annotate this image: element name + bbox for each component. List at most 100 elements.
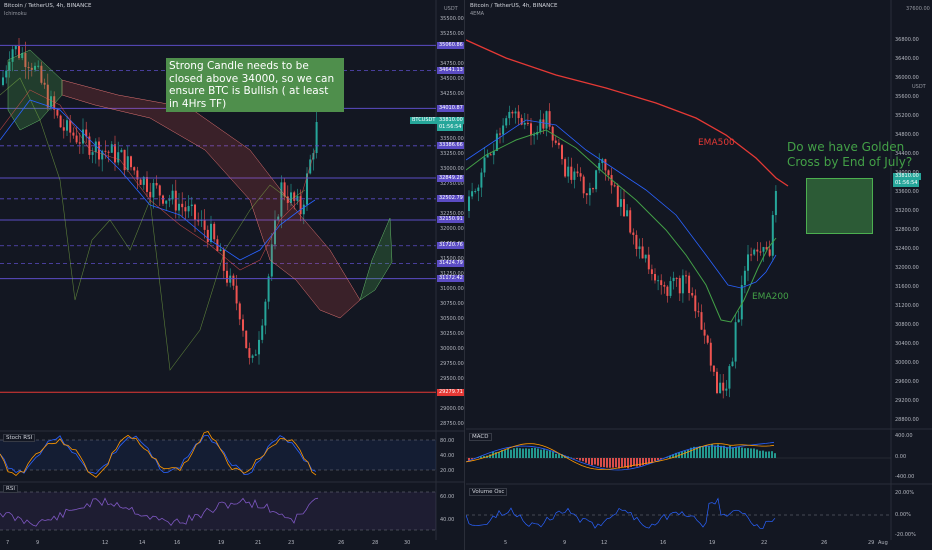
candle-body <box>486 154 489 158</box>
candle-body <box>162 195 164 204</box>
candle-body <box>635 234 638 249</box>
candle-body <box>261 325 264 340</box>
macd-hist-bar <box>492 451 494 458</box>
candle-body <box>768 249 771 256</box>
macd-hist-bar <box>666 457 668 458</box>
left-price-tag: 34010.87 <box>437 104 464 112</box>
macd-hist-bar <box>660 458 662 459</box>
candle-body <box>743 270 746 286</box>
left-price-tag: 35060.86 <box>437 41 464 49</box>
macd-hist-bar <box>621 458 623 468</box>
macd-hist-bar <box>516 447 518 458</box>
right-currency-label: USDT <box>912 84 926 90</box>
macd-hist-bar <box>498 452 500 458</box>
candle-body <box>85 129 88 137</box>
macd-hist-bar <box>540 449 542 458</box>
candle-body <box>165 200 168 204</box>
candle-body <box>299 196 302 215</box>
macd-hist-bar <box>684 450 686 458</box>
candle-body <box>471 191 474 197</box>
volume-osc-line <box>466 497 776 529</box>
left-price-tag: 31424.79 <box>437 260 464 267</box>
candle-body <box>258 339 260 355</box>
candle-body <box>158 185 161 196</box>
candle-body <box>526 122 529 124</box>
candle-body <box>511 111 514 114</box>
right-axis-tick: 33200.00 <box>895 208 919 214</box>
candle-body <box>302 204 305 215</box>
candle-body <box>672 277 675 282</box>
macd-hist-bar <box>552 451 554 458</box>
candle-body <box>46 84 49 108</box>
candle-body <box>774 190 777 216</box>
right-axis-tick: 31600.00 <box>895 284 919 290</box>
macd-hist-bar <box>519 448 521 458</box>
candle-body <box>8 61 11 71</box>
left-price-tag: 34641.13 <box>437 67 464 75</box>
macd-hist-bar <box>561 454 563 458</box>
candle-body <box>557 142 560 146</box>
left-chart-canvas[interactable] <box>0 0 464 550</box>
macd-hist-bar <box>651 458 653 464</box>
candle-body <box>629 210 632 233</box>
candle-body <box>98 141 100 160</box>
candle-body <box>719 382 722 394</box>
right-chart-pane[interactable]: Bitcoin / TetherUS, 4h, BINANCE 4EMA 376… <box>466 0 932 550</box>
left-axis-tick: 29000.00 <box>440 406 464 412</box>
candle-body <box>660 280 663 286</box>
left-price-tag: 32502.79 <box>437 195 464 203</box>
candle-body <box>142 176 145 185</box>
macd-hist-bar <box>582 458 584 462</box>
macd-hist-bar <box>606 458 608 468</box>
macd-hist-bar <box>771 451 773 458</box>
right-axis-tick: 30800.00 <box>895 322 919 328</box>
macd-hist-bar <box>588 458 590 465</box>
macd-hist-bar <box>468 458 470 461</box>
macd-hist-bar <box>654 458 656 462</box>
candle-body <box>756 249 759 252</box>
macd-hist-bar <box>573 458 575 459</box>
rsi-label[interactable]: RSI <box>3 485 18 493</box>
stoch-rsi-label[interactable]: Stoch RSI <box>3 434 36 442</box>
left-time-tick: 12 <box>102 540 109 546</box>
left-price-tag: 31172.42 <box>437 275 464 283</box>
candle-body <box>238 303 241 320</box>
macd-hist-bar <box>591 458 593 466</box>
candle-body <box>136 170 139 180</box>
left-axis-tick: 30250.00 <box>440 331 464 337</box>
left-axis-tick: 30000.00 <box>440 346 464 352</box>
tenkan-line <box>0 89 316 271</box>
macd-hist-bar <box>600 458 602 467</box>
left-axis-tick: 33000.00 <box>440 166 464 172</box>
candle-body <box>688 275 691 294</box>
left-chart-pane[interactable]: Bitcoin / TetherUS, 4h, BINANCE Ichimoku… <box>0 0 465 550</box>
candle-body <box>203 219 206 230</box>
volume-osc-label[interactable]: Volume Osc <box>469 488 508 496</box>
macd-hist-bar <box>483 455 485 458</box>
candle-body <box>267 276 270 302</box>
right-axis-tick: 34400.00 <box>895 151 919 157</box>
macd-hist-bar <box>738 446 740 458</box>
macd-hist-bar <box>702 446 704 458</box>
candle-body <box>582 176 585 194</box>
left-axis-tick: 32750.00 <box>440 181 464 187</box>
candle-body <box>505 118 508 126</box>
candle-body <box>725 388 728 391</box>
candle-body <box>270 244 273 277</box>
candle-body <box>264 301 267 326</box>
macd-hist-bar <box>636 458 638 467</box>
candle-body <box>213 223 216 240</box>
candle-body <box>759 251 762 253</box>
macd-label[interactable]: MACD <box>469 433 492 441</box>
candle-body <box>171 190 174 200</box>
right-chart-canvas[interactable] <box>466 0 932 550</box>
candle-body <box>88 136 91 155</box>
candle-body <box>573 171 576 180</box>
candle-body <box>130 156 132 168</box>
candle-body <box>251 355 254 358</box>
candle-body <box>647 254 650 270</box>
macd-hist-bar <box>624 458 626 468</box>
macd-hist-bar <box>735 446 737 458</box>
candle-body <box>499 133 501 135</box>
right-candles <box>468 103 777 399</box>
